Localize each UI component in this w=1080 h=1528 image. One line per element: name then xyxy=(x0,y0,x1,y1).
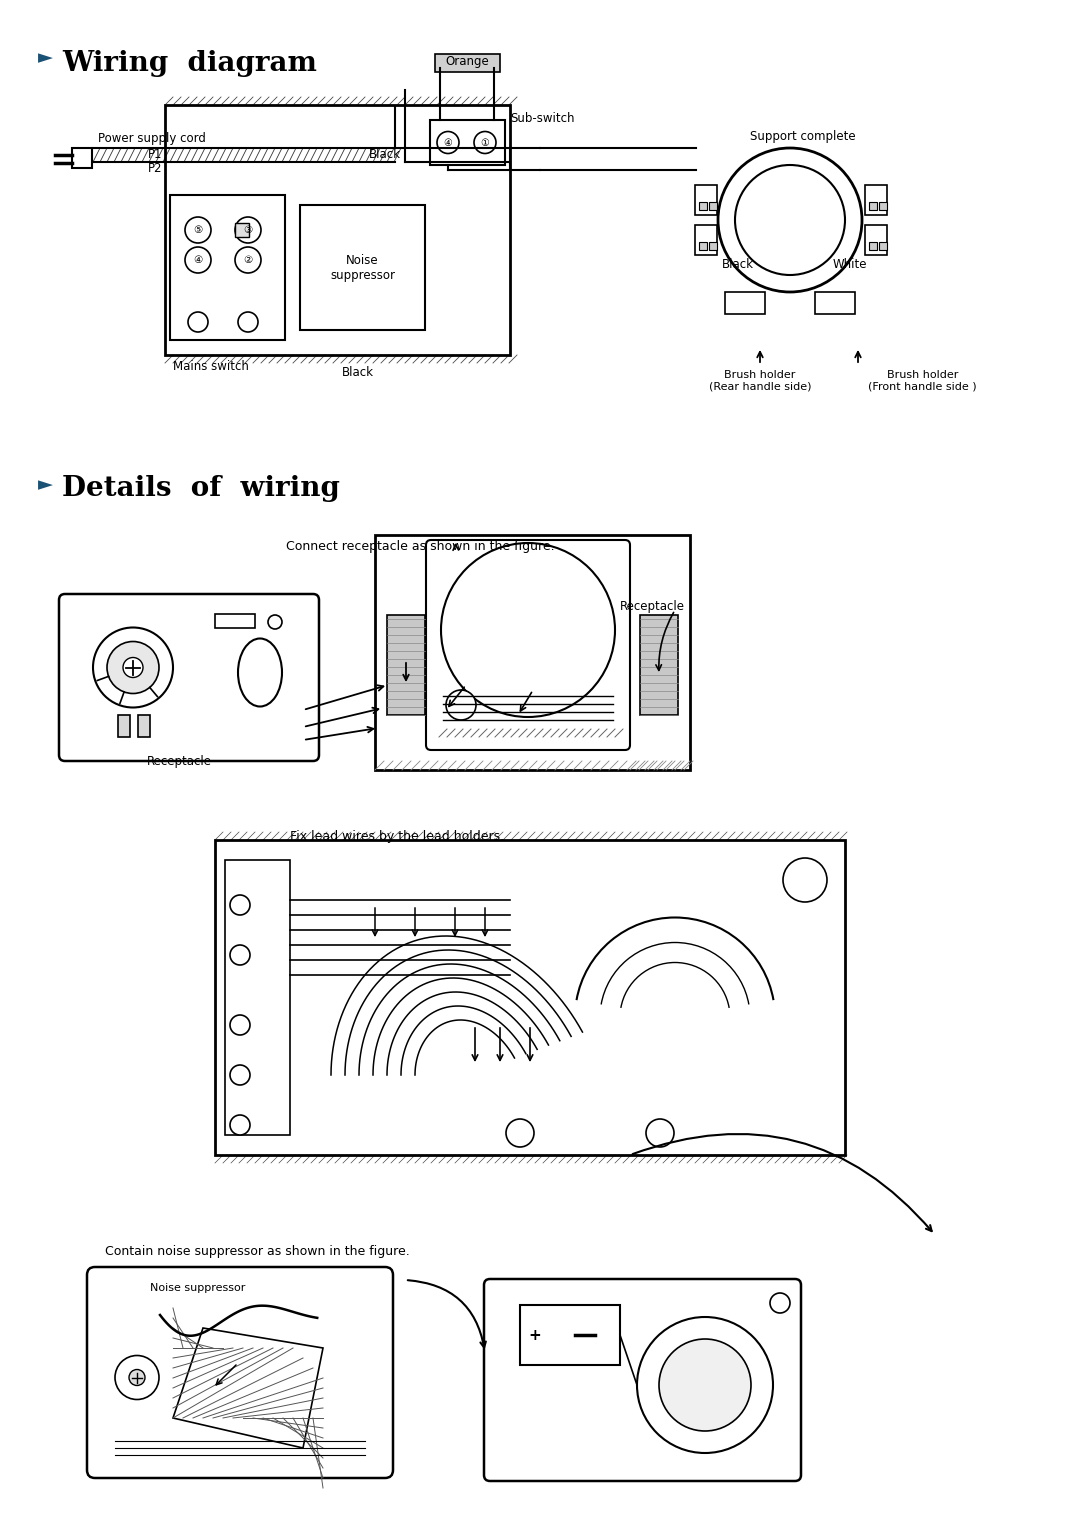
Text: P2: P2 xyxy=(148,162,162,176)
Bar xyxy=(696,225,717,255)
Bar xyxy=(699,241,707,251)
Circle shape xyxy=(230,1065,249,1085)
Circle shape xyxy=(507,1118,534,1148)
Circle shape xyxy=(235,217,261,243)
FancyBboxPatch shape xyxy=(59,594,319,761)
Bar xyxy=(879,241,887,251)
Bar xyxy=(138,715,150,736)
Text: ③: ③ xyxy=(243,225,253,235)
Circle shape xyxy=(437,131,459,153)
Circle shape xyxy=(637,1317,773,1453)
Circle shape xyxy=(230,1115,249,1135)
Bar xyxy=(519,1305,620,1365)
Circle shape xyxy=(123,657,143,677)
Bar xyxy=(708,241,717,251)
Text: ►: ► xyxy=(38,47,53,67)
Text: Sub-switch: Sub-switch xyxy=(510,112,575,125)
Bar xyxy=(865,225,887,255)
Text: Details  of  wiring: Details of wiring xyxy=(62,475,340,503)
Circle shape xyxy=(185,248,211,274)
FancyBboxPatch shape xyxy=(426,539,630,750)
Circle shape xyxy=(188,312,208,332)
Bar xyxy=(879,202,887,209)
Text: Brush holder
(Front handle side ): Brush holder (Front handle side ) xyxy=(868,370,976,391)
Circle shape xyxy=(185,217,211,243)
Bar xyxy=(215,614,255,628)
Circle shape xyxy=(114,1355,159,1400)
Polygon shape xyxy=(173,1328,323,1449)
Text: Receptacle: Receptacle xyxy=(147,755,212,769)
Circle shape xyxy=(129,1369,145,1386)
Circle shape xyxy=(441,542,615,717)
Text: Contain noise suppressor as shown in the figure.: Contain noise suppressor as shown in the… xyxy=(105,1245,409,1258)
Bar xyxy=(235,223,249,237)
Circle shape xyxy=(230,895,249,915)
Circle shape xyxy=(718,148,862,292)
Bar xyxy=(725,292,765,313)
Circle shape xyxy=(268,614,282,630)
Text: Black: Black xyxy=(369,148,401,160)
Circle shape xyxy=(107,642,159,694)
Bar xyxy=(435,53,500,72)
Bar xyxy=(165,105,510,354)
Text: P1: P1 xyxy=(148,148,162,160)
Text: ①: ① xyxy=(481,138,489,148)
Bar xyxy=(215,840,845,1155)
Bar xyxy=(815,292,855,313)
Bar xyxy=(699,202,707,209)
Bar xyxy=(118,715,130,736)
Text: Fix lead wires by the lead holders.: Fix lead wires by the lead holders. xyxy=(291,830,504,843)
Bar xyxy=(640,614,678,715)
Text: ②: ② xyxy=(243,255,253,264)
Text: Wiring  diagram: Wiring diagram xyxy=(62,50,316,76)
Circle shape xyxy=(659,1339,751,1432)
Text: +: + xyxy=(528,1328,541,1343)
Circle shape xyxy=(230,944,249,966)
Text: ⑤: ⑤ xyxy=(193,225,203,235)
Circle shape xyxy=(735,165,845,275)
Circle shape xyxy=(446,691,476,720)
Text: ④: ④ xyxy=(193,255,203,264)
Circle shape xyxy=(93,628,173,707)
Text: ④: ④ xyxy=(444,138,453,148)
Text: Noise suppressor: Noise suppressor xyxy=(150,1284,245,1293)
Bar xyxy=(170,196,285,341)
Bar xyxy=(869,241,877,251)
Circle shape xyxy=(770,1293,789,1313)
Text: Black: Black xyxy=(723,258,754,270)
FancyBboxPatch shape xyxy=(87,1267,393,1478)
Bar xyxy=(387,614,426,715)
Text: Support complete: Support complete xyxy=(750,130,855,144)
Circle shape xyxy=(238,312,258,332)
Text: Black: Black xyxy=(341,367,374,379)
Bar xyxy=(430,121,505,165)
Circle shape xyxy=(230,1015,249,1034)
FancyBboxPatch shape xyxy=(484,1279,801,1481)
Bar xyxy=(375,535,690,770)
Text: Mains switch: Mains switch xyxy=(173,361,248,373)
Text: Connect receptacle as shown in the figure.: Connect receptacle as shown in the figur… xyxy=(286,539,554,553)
Bar xyxy=(300,205,426,330)
Text: ►: ► xyxy=(38,475,53,494)
Text: Noise
suppressor: Noise suppressor xyxy=(330,254,395,281)
Text: Receptacle: Receptacle xyxy=(620,601,685,613)
Circle shape xyxy=(474,131,496,153)
Bar xyxy=(708,202,717,209)
Bar xyxy=(225,860,291,1135)
Circle shape xyxy=(235,248,261,274)
Bar xyxy=(696,185,717,215)
Circle shape xyxy=(646,1118,674,1148)
Text: Orange: Orange xyxy=(445,55,489,69)
Bar xyxy=(72,148,92,168)
Text: Power supply cord: Power supply cord xyxy=(98,131,206,145)
Circle shape xyxy=(783,859,827,902)
Ellipse shape xyxy=(238,639,282,706)
Bar xyxy=(869,202,877,209)
Text: White: White xyxy=(833,258,867,270)
Bar xyxy=(865,185,887,215)
Text: Brush holder
(Rear handle side): Brush holder (Rear handle side) xyxy=(708,370,811,391)
